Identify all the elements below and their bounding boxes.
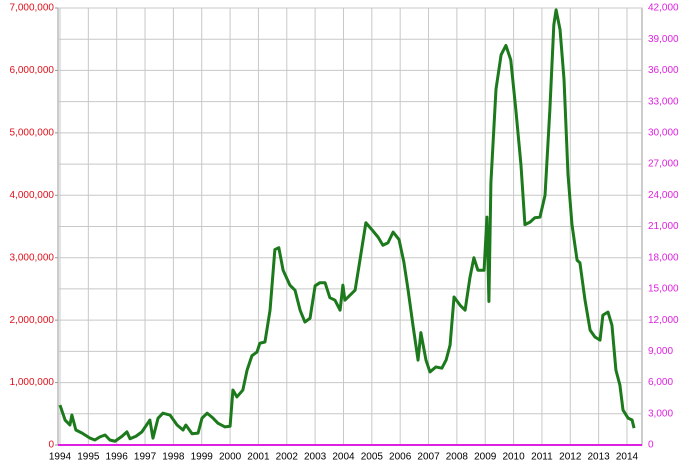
y2-tick-label: 21,000 xyxy=(648,221,679,232)
y2-tick-label: 15,000 xyxy=(648,284,679,295)
x-tick-label: 2006 xyxy=(389,452,412,463)
y2-tick-label: 33,000 xyxy=(648,96,679,107)
x-tick-label: 2013 xyxy=(588,452,611,463)
y2-tick-label: 3,000 xyxy=(648,408,673,419)
x-tick-label: 2000 xyxy=(219,452,242,463)
y-tick-label: 4,000,000 xyxy=(10,190,55,201)
x-tick-label: 1995 xyxy=(77,452,100,463)
y2-tick-label: 6,000 xyxy=(648,377,673,388)
x-tick-label: 1996 xyxy=(106,452,129,463)
data-line xyxy=(58,8,636,443)
y-tick-label: 3,000,000 xyxy=(10,252,55,263)
x-tick-label: 2008 xyxy=(446,452,469,463)
x-tick-label: 2012 xyxy=(559,452,582,463)
y-tick-label: 2,000,000 xyxy=(10,315,55,326)
x-tick-label: 2011 xyxy=(531,452,553,463)
x-tick-label: 2009 xyxy=(474,452,497,463)
x-tick-label: 1999 xyxy=(191,452,214,463)
y-tick-label: 1,000,000 xyxy=(10,377,55,388)
x-tick-label: 1998 xyxy=(162,452,185,463)
x-tick-label: 1994 xyxy=(49,452,72,463)
x-tick-label: 2004 xyxy=(332,452,355,463)
y2-tick-label: 42,000 xyxy=(648,3,679,14)
y2-tick-label: 30,000 xyxy=(648,127,679,138)
y2-tick-label: 18,000 xyxy=(648,252,679,263)
y2-tick-label: 24,000 xyxy=(648,190,679,201)
y-tick-label: 0 xyxy=(48,440,54,451)
y-tick-label: 7,000,000 xyxy=(10,3,55,14)
x-tick-label: 2005 xyxy=(361,452,384,463)
x-tick-label: 2014 xyxy=(616,452,639,463)
y2-tick-label: 0 xyxy=(648,440,654,451)
y2-tick-label: 27,000 xyxy=(648,159,679,170)
y-tick-label: 6,000,000 xyxy=(10,65,55,76)
x-tick-label: 2003 xyxy=(304,452,327,463)
x-tick-label: 2010 xyxy=(502,452,525,463)
x-tick-label: 2002 xyxy=(276,452,299,463)
y2-tick-label: 39,000 xyxy=(648,34,679,45)
y2-tick-label: 12,000 xyxy=(648,315,679,326)
x-tick-label: 1997 xyxy=(134,452,157,463)
y2-tick-label: 9,000 xyxy=(648,346,673,357)
y-tick-label: 5,000,000 xyxy=(10,127,55,138)
y2-tick-label: 36,000 xyxy=(648,65,679,76)
x-tick-label: 2007 xyxy=(417,452,440,463)
x-tick-label: 2001 xyxy=(247,452,270,463)
